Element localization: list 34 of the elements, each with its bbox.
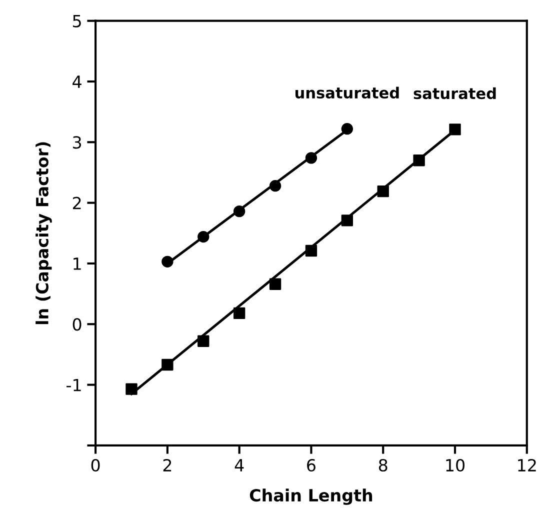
point (198, 335, 210, 347)
point (162, 358, 174, 371)
y-tick-label: 4 (72, 76, 82, 88)
point (305, 152, 318, 164)
x-tick-label: 6 (307, 458, 316, 472)
y-tick-label: 1 (74, 258, 81, 270)
point (269, 180, 282, 192)
x-tick-label: 10 (446, 458, 464, 472)
text: unsaturated (295, 86, 399, 99)
point (126, 383, 138, 395)
point (341, 122, 354, 135)
point (341, 214, 354, 226)
point (377, 185, 389, 198)
y-axis-title: ln (Capacity Factor) (36, 142, 52, 324)
x-tick-label: 4 (234, 459, 244, 472)
point (233, 205, 246, 218)
y-tick-label: 3 (73, 136, 82, 149)
point (233, 307, 246, 320)
point (305, 244, 318, 257)
point (449, 124, 461, 136)
x-tick-label: 12 (518, 458, 536, 472)
point (413, 154, 425, 166)
text: saturated (414, 87, 496, 100)
point (162, 256, 174, 268)
y-tick-label: 5 (73, 15, 81, 28)
y-tick-label: 2 (72, 196, 81, 210)
y-tick-label: 0 (72, 318, 82, 331)
point (198, 230, 210, 243)
x-tick-label: 2 (163, 458, 172, 472)
point (269, 278, 282, 290)
x-tick-label: 8 (378, 458, 388, 472)
x-axis-title: Chain Length (250, 488, 372, 505)
y-tick-label: -1 (66, 378, 81, 392)
x-tick-label: 0 (91, 458, 100, 472)
